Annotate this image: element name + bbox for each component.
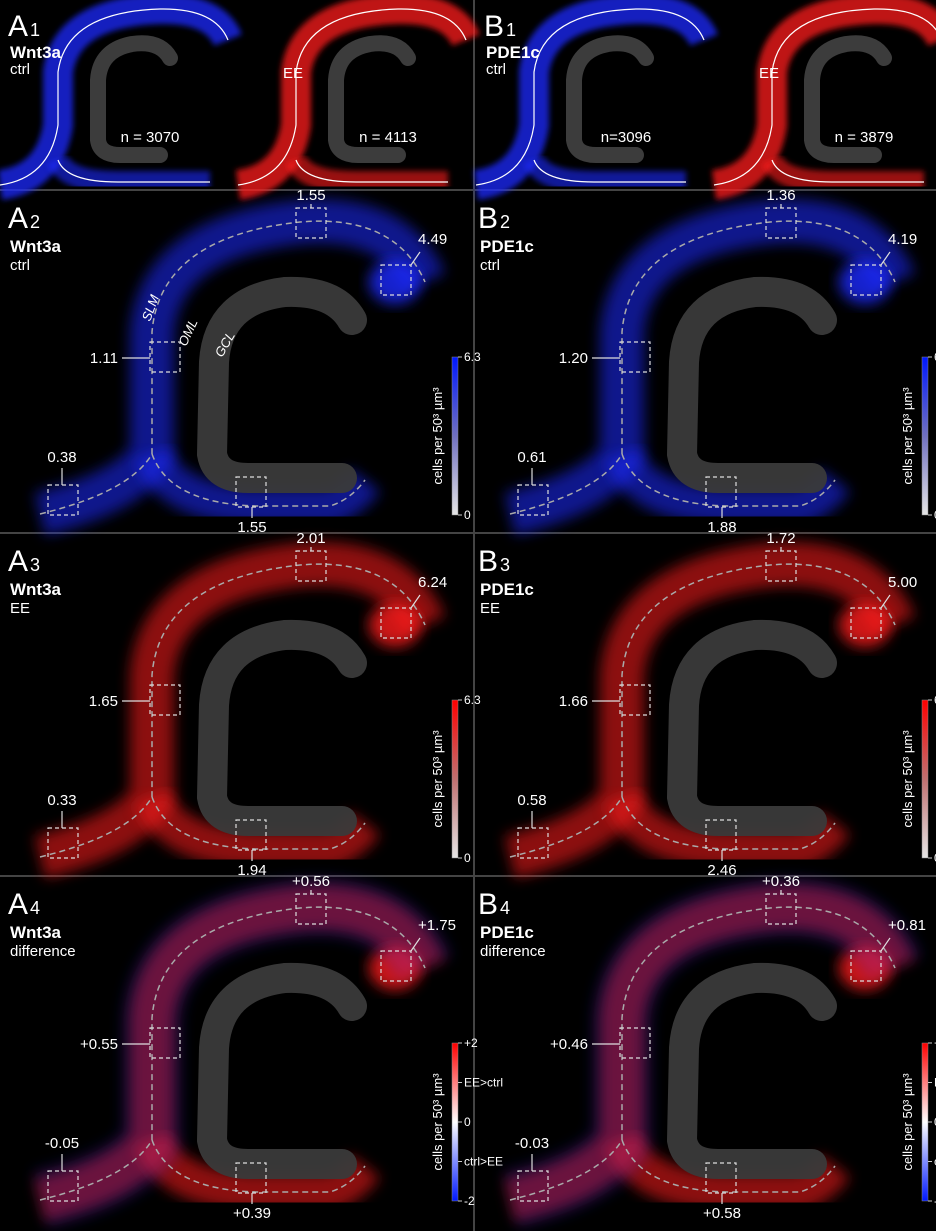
roi-value: 1.88	[707, 519, 736, 536]
colorbar-title: cells per 50³ µm³	[900, 1073, 915, 1171]
colorbar-tick-label: +2	[464, 1036, 478, 1050]
roi-value: 2.46	[707, 862, 736, 879]
gene-name: Wnt3a	[10, 237, 62, 256]
roi-value: 0.58	[517, 792, 546, 809]
panel-letter: B	[484, 10, 504, 43]
colorbar-scale	[922, 357, 928, 515]
gene-name: Wnt3a	[10, 580, 62, 599]
roi-value: 4.19	[888, 231, 917, 248]
colorbar-scale	[452, 1043, 458, 1201]
roi-value: +0.56	[292, 873, 330, 890]
condition-label: EE	[10, 600, 30, 617]
cell-count: n = 3879	[835, 129, 894, 146]
condition-label: EE	[480, 600, 500, 617]
roi-value: 0.38	[47, 449, 76, 466]
panel-number: 1	[30, 20, 40, 40]
roi-value: 4.49	[418, 231, 447, 248]
roi-value: 1.66	[559, 693, 588, 710]
panel-number: 3	[30, 555, 40, 575]
colorbar-scale	[922, 700, 928, 858]
panel-letter: B	[478, 202, 498, 235]
colorbar-scale	[452, 357, 458, 515]
condition-label: difference	[10, 943, 76, 960]
gene-name: PDE1c	[480, 580, 534, 599]
colorbar-title: cells per 50³ µm³	[900, 387, 915, 485]
panel-number: 2	[30, 212, 40, 232]
density-hotspot	[369, 260, 421, 304]
roi-value: 2.01	[296, 530, 325, 547]
panel-letter: A	[8, 545, 28, 578]
roi-value: 1.11	[90, 350, 118, 367]
colorbar-scale	[452, 700, 458, 858]
colorbar-title: cells per 50³ µm³	[430, 730, 445, 828]
panel-letter: B	[478, 545, 498, 578]
colorbar-tick-label: 0	[464, 851, 471, 865]
gene-name: Wnt3a	[10, 923, 62, 942]
cell-count: n=3096	[601, 129, 651, 146]
roi-value: -0.03	[515, 1135, 549, 1152]
density-hotspot	[369, 603, 421, 647]
roi-value: +0.39	[233, 1205, 271, 1222]
gene-name: PDE1c	[486, 43, 540, 62]
roi-value: 0.61	[517, 449, 546, 466]
gene-name: PDE1c	[480, 237, 534, 256]
roi-value: +0.36	[762, 873, 800, 890]
roi-value: 1.55	[296, 187, 325, 204]
colorbar-tick-label: 0	[464, 508, 471, 522]
colorbar-tick-label: ctrl>EE	[464, 1155, 503, 1169]
condition-label: difference	[480, 943, 546, 960]
condition-label: ctrl	[486, 61, 506, 78]
colorbar-scale	[922, 1043, 928, 1201]
panel-number: 2	[500, 212, 510, 232]
roi-value: +0.81	[888, 917, 926, 934]
condition-label: ctrl	[10, 257, 30, 274]
condition-label: ctrl	[10, 61, 30, 78]
condition-label: EE	[283, 65, 303, 82]
roi-value: 0.33	[47, 792, 76, 809]
panel-letter: B	[478, 888, 498, 921]
density-hotspot	[839, 603, 891, 647]
colorbar-tick-label: -2	[464, 1194, 475, 1208]
density-hotspot	[839, 260, 891, 304]
condition-label: EE	[759, 65, 779, 82]
panel-number: 4	[30, 898, 40, 918]
colorbar-tick-label: 6.3	[464, 350, 481, 364]
roi-value: 1.55	[237, 519, 266, 536]
cell-count: n = 4113	[359, 129, 417, 146]
roi-value: +0.46	[550, 1036, 588, 1053]
colorbar-title: cells per 50³ µm³	[430, 387, 445, 485]
panel-letter: A	[8, 202, 28, 235]
colorbar-tick-label: EE>ctrl	[464, 1076, 503, 1090]
gene-name: PDE1c	[480, 923, 534, 942]
roi-value: 1.20	[559, 350, 588, 367]
roi-value: 1.94	[237, 862, 266, 879]
roi-value: +0.55	[80, 1036, 118, 1053]
condition-label: ctrl	[480, 257, 500, 274]
roi-value: +1.75	[418, 917, 456, 934]
figure: n = 3070n = 4113A1Wnt3actrlEEn=3096n = 3…	[0, 0, 936, 1231]
gene-name: Wnt3a	[10, 43, 62, 62]
panel-letter: A	[8, 10, 28, 43]
panel-number: 4	[500, 898, 510, 918]
colorbar-title: cells per 50³ µm³	[900, 730, 915, 828]
colorbar-tick-label: 0	[464, 1115, 471, 1129]
roi-value: -0.05	[45, 1135, 79, 1152]
roi-value: 5.00	[888, 574, 917, 591]
panel-letter: A	[8, 888, 28, 921]
colorbar-title: cells per 50³ µm³	[430, 1073, 445, 1171]
cell-count: n = 3070	[121, 129, 180, 146]
panel-number: 3	[500, 555, 510, 575]
roi-value: 1.72	[766, 530, 795, 547]
roi-value: +0.58	[703, 1205, 741, 1222]
roi-value: 1.36	[766, 187, 795, 204]
roi-value: 6.24	[418, 574, 447, 591]
panel-number: 1	[506, 20, 516, 40]
roi-value: 1.65	[89, 693, 118, 710]
colorbar-tick-label: 6.3	[464, 693, 481, 707]
